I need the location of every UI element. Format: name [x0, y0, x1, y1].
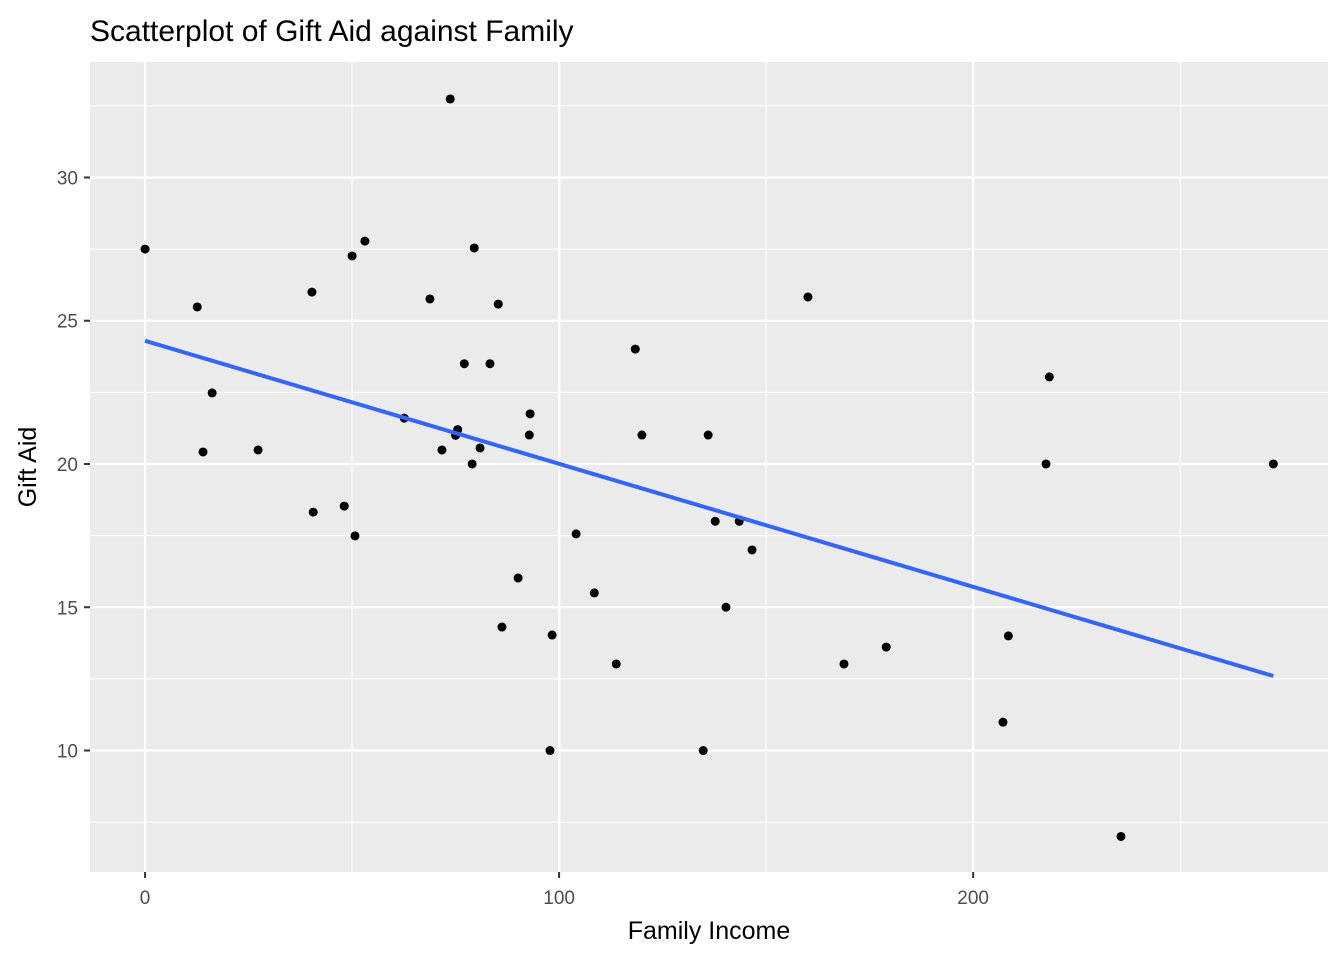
data-point	[637, 430, 647, 440]
data-point	[1044, 372, 1054, 382]
data-point	[1268, 459, 1278, 469]
data-point	[803, 292, 813, 302]
data-point	[485, 359, 495, 369]
y-tick-label: 10	[57, 742, 78, 763]
data-point	[630, 344, 640, 354]
data-point	[1003, 631, 1013, 641]
chart-title: Scatterplot of Gift Aid against Family	[90, 15, 574, 48]
points	[140, 94, 1278, 841]
data-point	[308, 507, 318, 517]
y-axis-label: Gift Aid	[14, 427, 42, 508]
data-point	[710, 516, 720, 526]
data-point	[524, 430, 534, 440]
data-point	[698, 746, 708, 756]
x-tick-label: 200	[957, 888, 989, 909]
data-point	[571, 529, 581, 539]
data-point	[475, 443, 485, 453]
data-point	[747, 545, 757, 555]
data-point	[360, 236, 370, 246]
data-point	[513, 573, 523, 583]
data-point	[459, 359, 469, 369]
data-point	[445, 94, 455, 104]
data-point	[545, 746, 555, 756]
plot-panel	[90, 62, 1328, 872]
data-point	[881, 642, 891, 652]
data-point	[703, 430, 713, 440]
data-point	[493, 299, 503, 309]
data-point	[198, 447, 208, 457]
x-axis-label: Family Income	[628, 917, 791, 945]
data-point	[497, 622, 507, 632]
data-point	[525, 409, 535, 419]
data-point	[589, 588, 599, 598]
data-point	[192, 302, 202, 312]
data-point	[339, 501, 349, 511]
grid	[90, 62, 1328, 872]
data-point	[1041, 459, 1051, 469]
data-point	[425, 294, 435, 304]
data-point	[350, 531, 360, 541]
data-point	[347, 251, 357, 261]
data-point	[467, 459, 477, 469]
axis-ticks: 0 100 200 10 15 20 25 30	[57, 168, 989, 909]
data-point	[611, 659, 621, 669]
x-tick-label: 100	[543, 888, 575, 909]
data-point	[437, 445, 447, 455]
data-point	[207, 388, 217, 398]
data-point	[998, 717, 1008, 727]
data-point	[469, 243, 479, 253]
y-tick-label: 20	[57, 455, 78, 476]
data-point	[307, 287, 317, 297]
data-point	[253, 445, 263, 455]
x-tick-label: 0	[140, 888, 151, 909]
y-tick-label: 15	[57, 598, 78, 619]
regression-line	[144, 338, 1274, 678]
data-point	[547, 630, 557, 640]
data-point	[1116, 831, 1126, 841]
y-tick-label: 25	[57, 312, 78, 333]
data-point	[721, 602, 731, 612]
y-tick-label: 30	[57, 168, 78, 189]
data-point	[140, 244, 150, 254]
data-point	[839, 659, 849, 669]
